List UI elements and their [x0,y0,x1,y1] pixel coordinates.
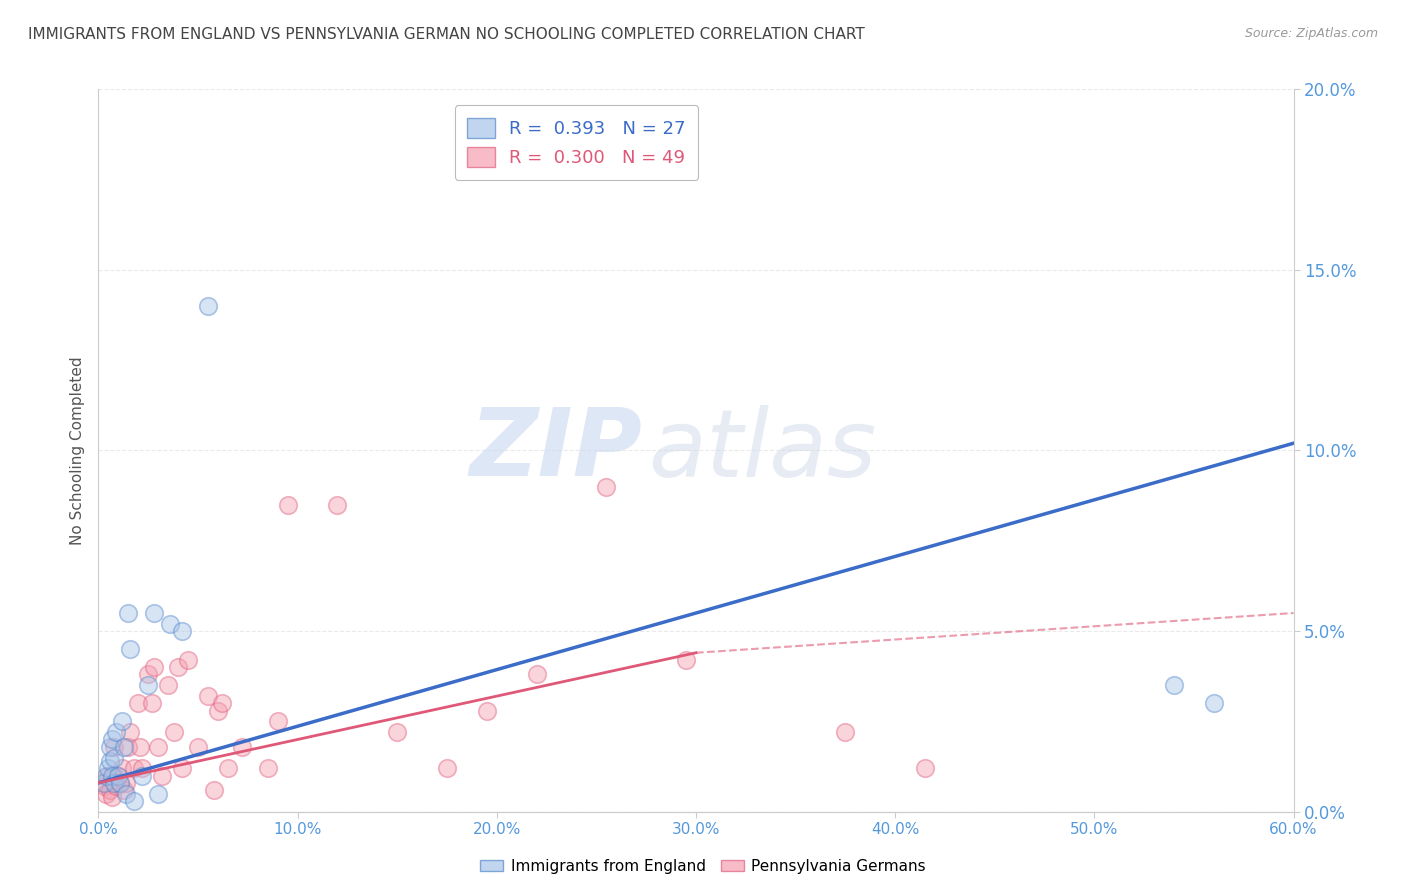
Point [107,769,129,783]
Legend: Immigrants from England, Pennsylvania Germans: Immigrants from England, Pennsylvania Ge… [474,853,932,880]
Point [117,739,139,754]
Point [103,776,125,790]
Point [105,725,128,739]
Text: ZIP: ZIP [470,404,643,497]
Point [101,769,124,783]
Point [111,761,134,775]
Point [110,776,132,790]
Point [103,750,125,764]
Point [103,739,125,754]
Point [148,739,170,754]
Point [267,714,290,729]
Point [385,725,409,739]
Point [136,667,159,681]
Point [91,776,114,790]
Text: atlas: atlas [648,405,876,496]
Point [131,761,153,775]
Point [124,794,146,808]
Point [197,299,219,313]
Point [97,769,120,783]
Point [475,704,498,718]
Legend: R =  0.393   N = 27, R =  0.300   N = 49: R = 0.393 N = 27, R = 0.300 N = 49 [454,105,699,179]
Point [124,761,146,775]
Point [172,761,194,775]
Point [256,761,278,775]
Point [675,653,697,667]
Point [112,783,135,797]
Text: IMMIGRANTS FROM ENGLAND VS PENNSYLVANIA GERMAN NO SCHOOLING COMPLETED CORRELATIO: IMMIGRANTS FROM ENGLAND VS PENNSYLVANIA … [28,27,865,42]
Point [231,739,253,754]
Point [127,697,149,711]
Point [105,780,128,794]
Text: Source: ZipAtlas.com: Source: ZipAtlas.com [1244,27,1378,40]
Point [93,780,115,794]
Point [211,697,233,711]
Point [129,739,152,754]
Point [163,725,186,739]
Point [202,783,225,797]
Point [217,761,239,775]
Point [150,769,173,783]
Point [117,606,139,620]
Point [110,776,132,790]
Point [595,480,617,494]
Point [197,689,219,703]
Point [98,783,122,797]
Point [97,761,120,775]
Point [187,739,209,754]
Point [159,616,181,631]
Point [1163,678,1185,692]
Point [326,498,349,512]
Point [120,725,142,739]
Point [167,660,190,674]
Point [157,678,180,692]
Point [101,732,124,747]
Point [120,642,142,657]
Point [96,787,118,801]
Point [98,739,122,754]
Point [148,787,170,801]
Point [101,790,124,805]
Point [93,776,115,790]
Point [131,769,153,783]
Point [115,776,138,790]
Point [143,660,166,674]
Point [111,714,134,729]
Point [914,761,936,775]
Point [107,769,129,783]
Point [115,787,138,801]
Point [96,769,118,783]
Point [136,678,159,692]
Point [143,606,166,620]
Y-axis label: No Schooling Completed: No Schooling Completed [69,356,84,545]
Point [172,624,194,639]
Point [526,667,548,681]
Point [112,739,135,754]
Point [277,498,299,512]
Point [103,769,125,783]
Point [1202,697,1225,711]
Point [98,754,122,768]
Point [177,653,200,667]
Point [436,761,458,775]
Point [141,697,163,711]
Point [207,704,229,718]
Point [834,725,856,739]
